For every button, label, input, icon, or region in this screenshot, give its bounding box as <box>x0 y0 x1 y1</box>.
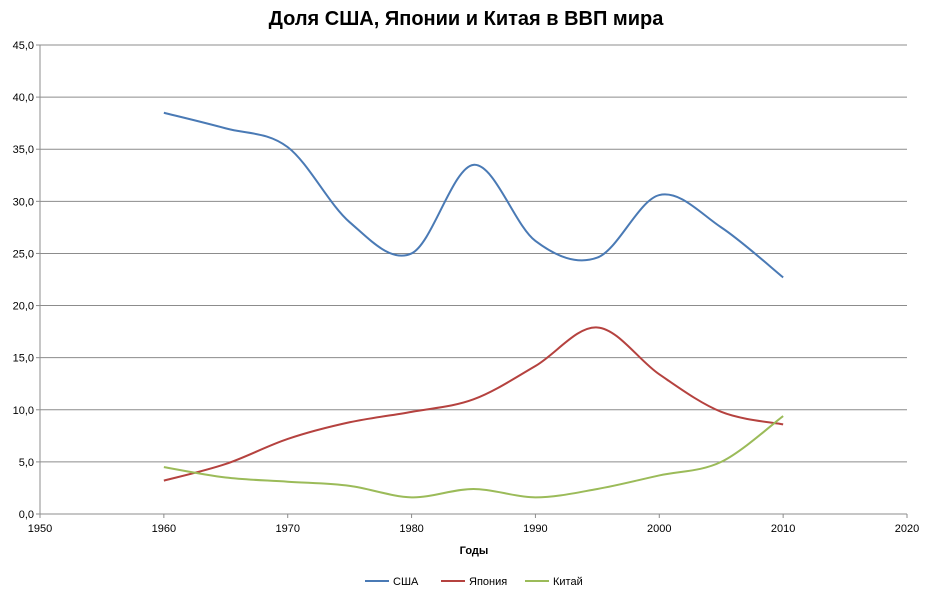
x-axis-ticks: 1950 1960 1970 1980 1990 2000 2010 2020 <box>28 523 919 535</box>
legend-item: Япония <box>441 576 507 588</box>
legend-label: Китай <box>553 576 583 588</box>
y-tick-label: 25,0 <box>13 248 34 260</box>
series-lines <box>163 111 784 499</box>
series-line-1 <box>163 111 784 279</box>
y-tick-label: 30,0 <box>13 196 34 208</box>
y-tick-label: 45,0 <box>13 40 34 52</box>
x-tick-label: 1990 <box>523 523 547 535</box>
legend-label: Япония <box>469 576 507 588</box>
x-tick-label: 1970 <box>275 523 299 535</box>
y-tick-label: 20,0 <box>13 301 34 313</box>
y-tick-label: 5,0 <box>19 457 34 469</box>
legend-item: США <box>365 576 419 588</box>
x-tick-label: 1960 <box>152 523 176 535</box>
x-tick-label: 2000 <box>647 523 671 535</box>
x-tick-label: 1950 <box>28 523 52 535</box>
legend: США Япония Китай <box>365 576 583 588</box>
y-tick-label: 35,0 <box>13 144 34 156</box>
chart-title: Доля США, Японии и Китая в ВВП мира <box>269 8 665 30</box>
x-axis-label: Годы <box>460 545 489 557</box>
legend-item: Китай <box>525 576 583 588</box>
series-line-3 <box>163 415 784 499</box>
y-tick-label: 0,0 <box>19 509 34 521</box>
series-line-2 <box>163 326 784 482</box>
y-tick-label: 10,0 <box>13 405 34 417</box>
y-tick-label: 15,0 <box>13 353 34 365</box>
x-tick-label: 2020 <box>895 523 919 535</box>
gridlines <box>40 44 907 463</box>
y-tick-label: 40,0 <box>13 92 34 104</box>
y-axis-ticks: 0,0 5,0 10,0 15,0 20,0 25,0 30,0 35,0 40,0 45,0 <box>13 40 34 521</box>
x-tick-label: 2010 <box>771 523 795 535</box>
axes <box>36 44 908 518</box>
x-tick-label: 1980 <box>399 523 423 535</box>
legend-label: США <box>393 576 419 588</box>
